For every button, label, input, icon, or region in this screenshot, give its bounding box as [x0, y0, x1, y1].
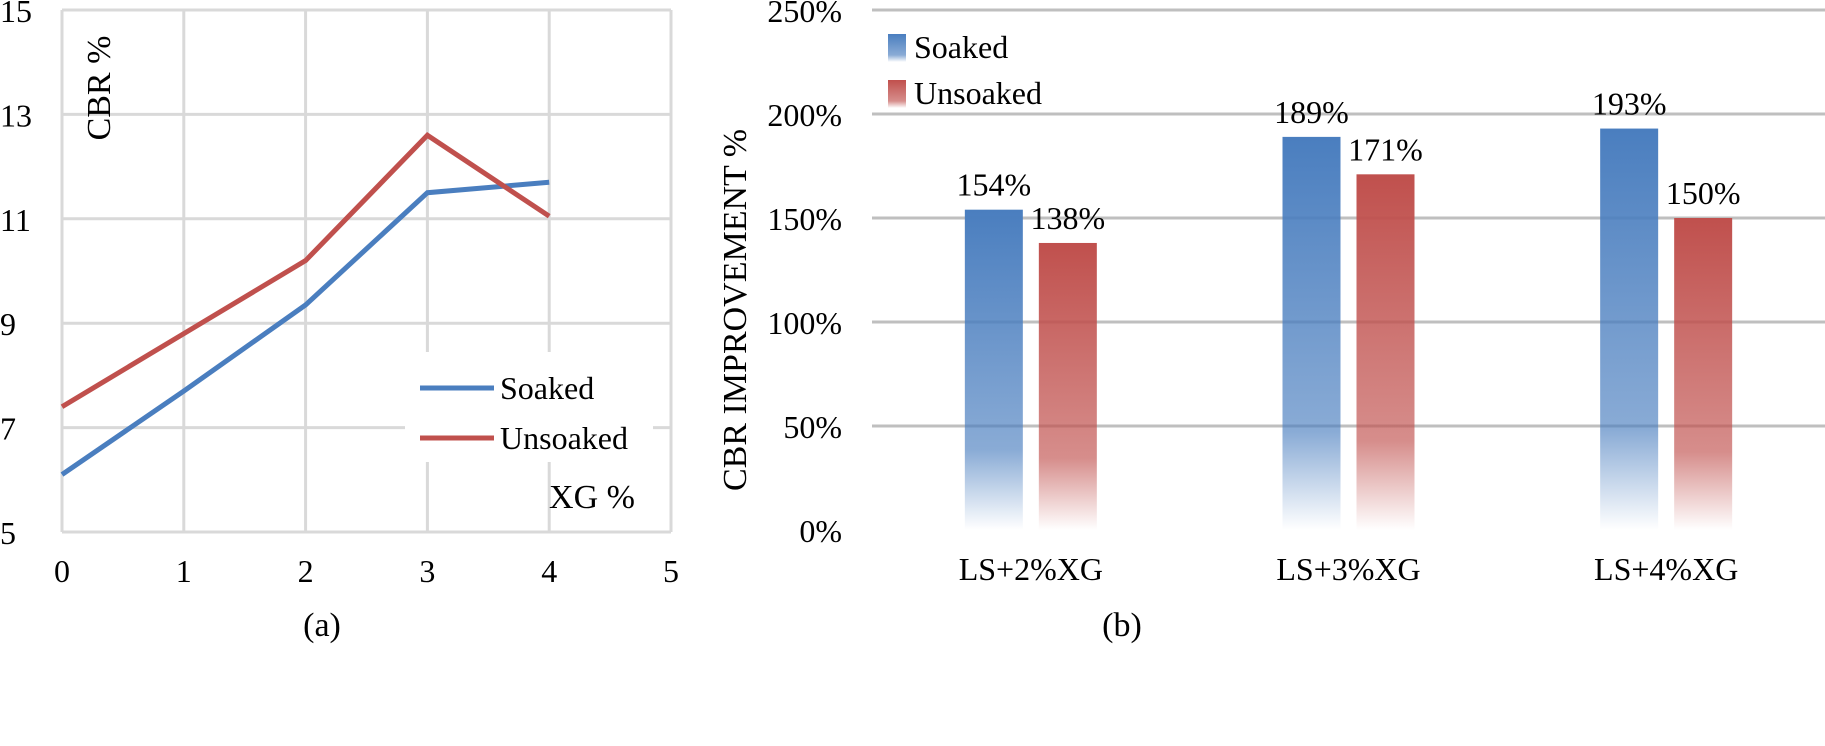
line-chart-x-axis-label: XG %	[549, 479, 635, 516]
data-label-soaked: 193%	[1592, 86, 1667, 122]
y-tick-label: 13	[0, 97, 32, 133]
y-tick-label: 15	[0, 0, 32, 29]
y-tick-label: 150%	[767, 201, 842, 237]
data-label-unsoaked: 171%	[1348, 131, 1423, 167]
x-tick-label: 0	[54, 553, 70, 589]
y-tick-label: 11	[0, 202, 31, 238]
y-tick-label: 100%	[767, 305, 842, 341]
bar-unsoaked-3pct-xg	[1356, 174, 1415, 530]
bar-chart-panel-b: 0% 50% 100% 150% 200% 250% 154%138% 189%171% 19…	[717, 0, 1825, 644]
category-label: LS+2%XG	[959, 551, 1103, 587]
data-label-soaked: 154%	[957, 167, 1032, 203]
data-label-unsoaked: 138%	[1031, 200, 1106, 236]
bar-chart-data-labels: 154%138% 189%171% 193% 150%	[957, 86, 1741, 236]
data-label-soaked: 189%	[1274, 94, 1349, 130]
legend-swatch-soaked	[888, 34, 906, 62]
bar-chart-y-axis-label: CBR IMPROVEMENT %	[717, 129, 754, 491]
y-tick-label: 5	[0, 515, 16, 551]
y-tick-label: 200%	[767, 97, 842, 133]
legend-label-soaked: Soaked	[500, 370, 594, 406]
line-chart-y-axis-label: CBR %	[81, 36, 118, 141]
category-label: LS+3%XG	[1276, 551, 1420, 587]
legend-label-soaked: Soaked	[914, 29, 1008, 65]
bar-chart-y-tick-labels: 0% 50% 100% 150% 200% 250%	[767, 0, 842, 549]
line-chart-grid	[60, 8, 673, 534]
series-line-unsoaked	[60, 132, 551, 409]
y-tick-label: 50%	[783, 409, 842, 445]
y-tick-label: 250%	[767, 0, 842, 29]
x-tick-label: 4	[541, 553, 557, 589]
bar-chart-legend: Soaked Unsoaked	[888, 29, 1042, 111]
x-tick-label: 5	[663, 553, 679, 589]
line-chart-series	[60, 132, 551, 477]
x-tick-label: 3	[419, 553, 435, 589]
bar-unsoaked-4pct-xg	[1674, 218, 1733, 530]
bar-soaked-2pct-xg	[964, 209, 1023, 530]
series-line-soaked	[60, 179, 550, 477]
panel-label-a: (a)	[303, 607, 341, 644]
bar-chart-grid	[872, 8, 1825, 428]
panel-label-b: (b)	[1102, 607, 1142, 644]
category-label: LS+4%XG	[1594, 551, 1738, 587]
line-chart-panel-a: 5 7 9 11 13 15 0 1 2 3 4 5 CBR % Soaked Unsoaked XG…	[0, 0, 679, 644]
x-tick-label: 2	[298, 553, 314, 589]
line-chart-y-tick-labels: 5 7 9 11 13 15	[0, 0, 32, 551]
data-label-unsoaked: 150%	[1666, 175, 1741, 211]
y-tick-label: 0%	[799, 513, 842, 549]
legend-label-unsoaked: Unsoaked	[914, 75, 1042, 111]
legend-swatch-unsoaked	[888, 80, 906, 108]
bar-soaked-4pct-xg	[1600, 128, 1659, 530]
line-chart-x-tick-labels: 0 1 2 3 4 5	[54, 553, 679, 589]
line-chart-legend: Soaked Unsoaked	[420, 370, 628, 456]
bar-unsoaked-2pct-xg	[1038, 242, 1097, 530]
y-tick-label: 9	[0, 306, 16, 342]
y-tick-label: 7	[0, 411, 16, 447]
bar-chart-category-labels: LS+2%XG LS+3%XG LS+4%XG	[959, 551, 1739, 587]
legend-label-unsoaked: Unsoaked	[500, 420, 628, 456]
x-tick-label: 1	[176, 553, 192, 589]
bar-chart-bars	[964, 128, 1733, 530]
line-chart-legend-background	[405, 352, 653, 462]
bar-soaked-3pct-xg	[1282, 136, 1341, 530]
